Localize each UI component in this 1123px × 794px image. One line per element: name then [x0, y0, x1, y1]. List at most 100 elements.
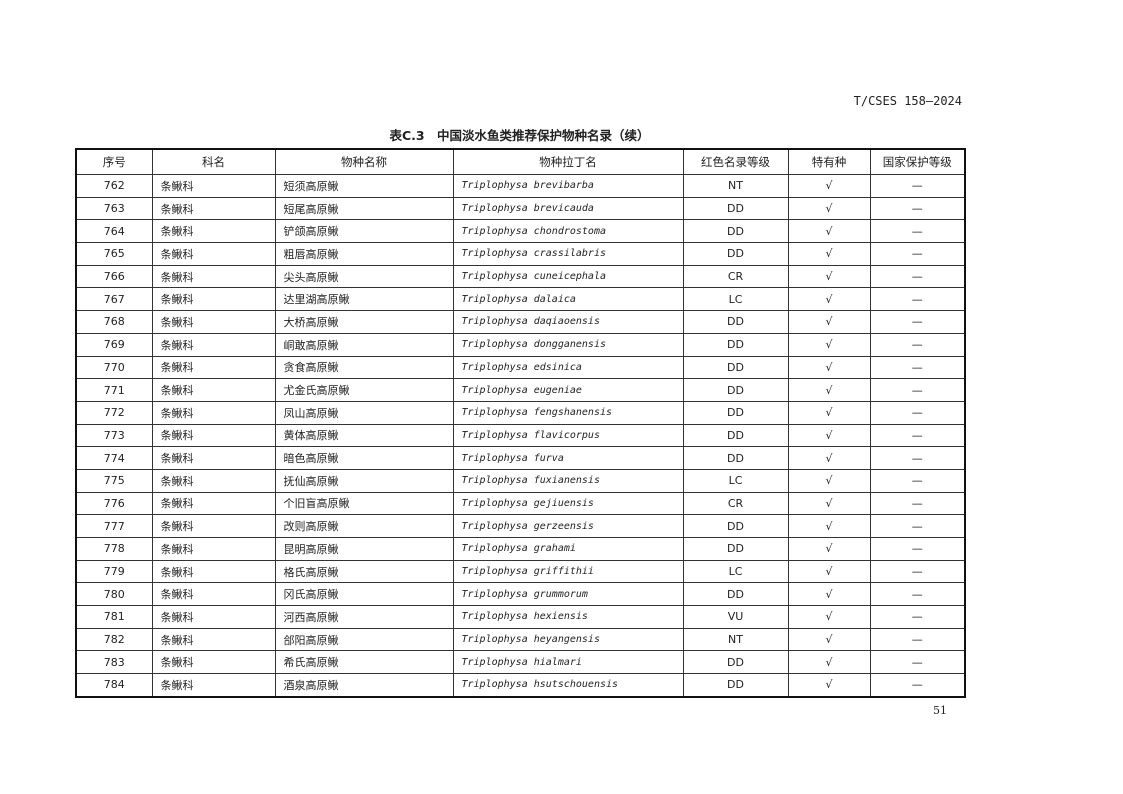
cell-red-list: DD: [682, 423, 789, 448]
cell-family: 条鳅科: [151, 491, 276, 516]
cell-protection-level: —: [869, 310, 966, 334]
col-header-family: 科名: [151, 148, 276, 175]
table-title: 表C.3 中国淡水鱼类推荐保护物种名录（续）: [389, 128, 650, 143]
cell-family: 条鳅科: [151, 400, 276, 425]
cell-index: 777: [75, 514, 153, 538]
cell-endemic: √: [787, 332, 871, 357]
cell-species-name: 冈氏高原鳅: [274, 582, 454, 607]
cell-species-name: 改则高原鳅: [274, 514, 454, 538]
cell-protection-level: —: [869, 196, 966, 221]
cell-red-list: DD: [682, 310, 789, 334]
cell-species-name: 达里湖高原鳅: [274, 287, 454, 312]
species-table: 序号 科名 物种名称 物种拉丁名 红色名录等级 特有种 国家保护等级 762 条鳅…: [75, 148, 966, 698]
cell-family: 条鳅科: [151, 582, 276, 607]
cell-index: 766: [75, 264, 153, 289]
cell-index: 767: [75, 287, 153, 312]
cell-species-name: 黄体高原鳅: [274, 423, 454, 448]
cell-endemic: √: [787, 537, 871, 561]
cell-red-list: LC: [682, 287, 789, 312]
cell-red-list: DD: [682, 650, 789, 675]
cell-latin-name: Triplophysa hsutschouensis: [452, 673, 684, 698]
cell-red-list: DD: [682, 355, 789, 380]
cell-index: 763: [75, 196, 153, 221]
cell-latin-name: Triplophysa brevibarba: [452, 174, 684, 198]
cell-family: 条鳅科: [151, 264, 276, 289]
cell-latin-name: Triplophysa fuxianensis: [452, 468, 684, 493]
cell-endemic: √: [787, 378, 871, 402]
cell-latin-name: Triplophysa hialmari: [452, 650, 684, 675]
cell-endemic: √: [787, 355, 871, 380]
cell-family: 条鳅科: [151, 514, 276, 538]
col-header-protection-level: 国家保护等级: [869, 148, 966, 175]
cell-family: 条鳅科: [151, 378, 276, 402]
cell-endemic: √: [787, 673, 871, 698]
cell-species-name: 粗唇高原鳅: [274, 242, 454, 266]
cell-red-list: DD: [682, 514, 789, 538]
cell-latin-name: Triplophysa grahami: [452, 537, 684, 561]
cell-endemic: √: [787, 446, 871, 470]
cell-index: 762: [75, 174, 153, 198]
cell-endemic: √: [787, 423, 871, 448]
cell-species-name: 尤金氏高原鳅: [274, 378, 454, 402]
cell-family: 条鳅科: [151, 446, 276, 470]
cell-protection-level: —: [869, 468, 966, 493]
table-row: 764 条鳅科 铲颌高原鳅 Triplophysa chondrostoma DD √ —: [75, 219, 966, 244]
table-row: 784 条鳅科 酒泉高原鳅 Triplophysa hsutschouensis DD √…: [75, 673, 966, 698]
cell-latin-name: Triplophysa grummorum: [452, 582, 684, 607]
table-row: 773 条鳅科 黄体高原鳅 Triplophysa flavicorpus DD √ —: [75, 423, 966, 448]
cell-endemic: √: [787, 605, 871, 629]
cell-endemic: √: [787, 468, 871, 493]
cell-family: 条鳅科: [151, 332, 276, 357]
table-row: 777 条鳅科 改则高原鳅 Triplophysa gerzeensis DD √ —: [75, 514, 966, 538]
page-number: 51: [933, 704, 947, 717]
cell-latin-name: Triplophysa flavicorpus: [452, 423, 684, 448]
cell-red-list: CR: [682, 491, 789, 516]
cell-species-name: 短尾高原鳅: [274, 196, 454, 221]
cell-protection-level: —: [869, 627, 966, 652]
cell-index: 771: [75, 378, 153, 402]
cell-protection-level: —: [869, 355, 966, 380]
cell-latin-name: Triplophysa fengshanensis: [452, 400, 684, 425]
table-row: 782 条鳅科 郃阳高原鳅 Triplophysa heyangensis NT √ —: [75, 627, 966, 652]
cell-index: 772: [75, 400, 153, 425]
cell-family: 条鳅科: [151, 219, 276, 244]
cell-index: 783: [75, 650, 153, 675]
table-row: 783 条鳅科 希氏高原鳅 Triplophysa hialmari DD √ —: [75, 650, 966, 675]
cell-red-list: LC: [682, 468, 789, 493]
cell-protection-level: —: [869, 514, 966, 538]
table-row: 780 条鳅科 冈氏高原鳅 Triplophysa grummorum DD √ —: [75, 582, 966, 607]
table-row: 778 条鳅科 昆明高原鳅 Triplophysa grahami DD √ —: [75, 537, 966, 561]
cell-protection-level: —: [869, 174, 966, 198]
cell-protection-level: —: [869, 559, 966, 584]
cell-index: 781: [75, 605, 153, 629]
cell-family: 条鳅科: [151, 650, 276, 675]
cell-index: 775: [75, 468, 153, 493]
cell-latin-name: Triplophysa dongganensis: [452, 332, 684, 357]
cell-species-name: 郃阳高原鳅: [274, 627, 454, 652]
table-row: 766 条鳅科 尖头高原鳅 Triplophysa cuneicephala CR √ —: [75, 264, 966, 289]
cell-red-list: DD: [682, 446, 789, 470]
cell-red-list: DD: [682, 196, 789, 221]
cell-protection-level: —: [869, 605, 966, 629]
cell-species-name: 峒敢高原鳅: [274, 332, 454, 357]
cell-endemic: √: [787, 650, 871, 675]
cell-index: 765: [75, 242, 153, 266]
cell-endemic: √: [787, 174, 871, 198]
cell-endemic: √: [787, 514, 871, 538]
cell-endemic: √: [787, 310, 871, 334]
cell-species-name: 昆明高原鳅: [274, 537, 454, 561]
cell-species-name: 河西高原鳅: [274, 605, 454, 629]
cell-protection-level: —: [869, 287, 966, 312]
cell-index: 780: [75, 582, 153, 607]
cell-family: 条鳅科: [151, 627, 276, 652]
cell-red-list: DD: [682, 242, 789, 266]
cell-index: 768: [75, 310, 153, 334]
cell-species-name: 大桥高原鳅: [274, 310, 454, 334]
cell-red-list: DD: [682, 582, 789, 607]
cell-family: 条鳅科: [151, 174, 276, 198]
cell-endemic: √: [787, 242, 871, 266]
cell-index: 769: [75, 332, 153, 357]
cell-protection-level: —: [869, 332, 966, 357]
cell-latin-name: Triplophysa griffithii: [452, 559, 684, 584]
col-header-species-name: 物种名称: [274, 148, 454, 175]
